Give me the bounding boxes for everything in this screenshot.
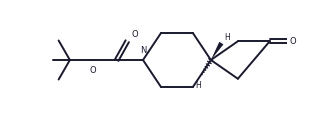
- Text: O: O: [90, 66, 96, 75]
- Polygon shape: [211, 42, 223, 60]
- Text: N: N: [140, 46, 146, 55]
- Text: O: O: [131, 30, 138, 39]
- Text: O: O: [290, 37, 296, 46]
- Text: H: H: [224, 33, 230, 42]
- Text: H: H: [196, 81, 201, 90]
